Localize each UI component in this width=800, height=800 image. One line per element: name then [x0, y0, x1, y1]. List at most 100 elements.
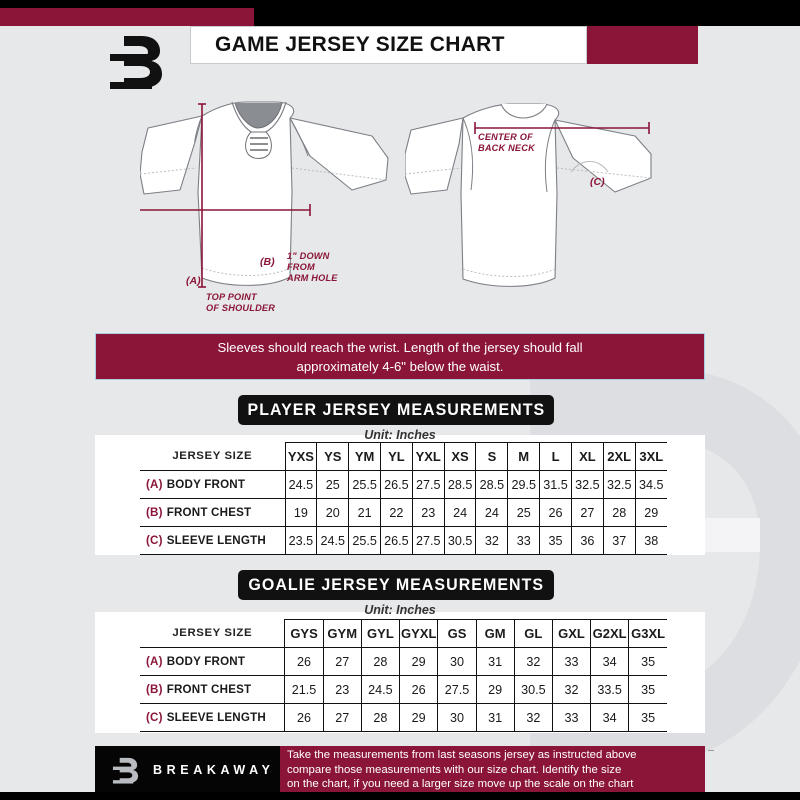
goalie-section-heading-text: GOALIE JERSEY MEASUREMENTS	[248, 575, 544, 594]
player-unit-label: Unit: Inches	[364, 428, 436, 442]
table-row: (B) FRONT CHEST 19 20 21 22 23 24 24 25 26 27 28 29	[140, 498, 667, 527]
size-column-header: YXS	[284, 442, 318, 471]
measure-tag-b: (B)	[260, 256, 275, 268]
table-row: (A) BODY FRONT 26 27 28 29 30 31 32 33 34 35	[140, 647, 667, 676]
measurement-cell: 26	[284, 703, 324, 732]
header-maroon-block	[586, 26, 698, 64]
measurement-cell: 30	[437, 703, 477, 732]
annotation-center-back-neck: CENTER OF BACK NECK	[478, 132, 535, 153]
size-column-header: S	[475, 442, 509, 471]
measure-tag-a: (A)	[186, 275, 201, 287]
size-column-header: GYXL	[398, 619, 439, 648]
measurement-cell: 25	[507, 498, 541, 527]
measurement-cell: 34	[590, 647, 630, 676]
measurement-cell: 31	[475, 647, 515, 676]
measurement-row-label: (A) BODY FRONT	[140, 470, 286, 499]
measurement-cell: 34	[590, 703, 630, 732]
breakaway-b-logo-icon	[112, 757, 139, 784]
jersey-back-diagram	[405, 103, 652, 287]
measurement-cell: 23	[411, 498, 445, 527]
measurement-tag: (B)	[146, 506, 163, 519]
measurement-tag: (B)	[146, 683, 163, 696]
size-column-header: GXL	[551, 619, 592, 648]
measurement-cell: 28.5	[443, 470, 477, 499]
measurement-cell: 26	[539, 498, 572, 527]
measurement-cell: 26	[398, 675, 439, 704]
size-column-header: YXL	[411, 442, 445, 471]
annotation-top-point-shoulder: TOP POINT OF SHOULDER	[206, 292, 276, 313]
measurement-cell: 24.5	[360, 675, 400, 704]
measurement-cell: 26	[284, 647, 324, 676]
measurement-cell: 28	[602, 498, 636, 527]
table-row: (B) FRONT CHEST 21.5 23 24.5 26 27.5 29 30.5 32 33…	[140, 675, 667, 704]
page-title: GAME JERSEY SIZE CHART	[215, 33, 505, 56]
measurement-cell: 29	[634, 498, 667, 527]
footer-instructions-text: Take the measurements from last seasons …	[287, 749, 637, 791]
size-label-header: JERSEY SIZE	[140, 442, 286, 471]
footer-brand-name: BREAKAWAY	[153, 763, 275, 777]
measurement-cell: 35	[628, 675, 667, 704]
size-column-header: GYS	[284, 619, 324, 648]
measurement-cell: 30.5	[513, 675, 553, 704]
measurement-cell: 24.5	[316, 526, 350, 555]
measurement-cell: 29	[398, 703, 439, 732]
measurement-cell: 27	[570, 498, 604, 527]
size-column-header: L	[539, 442, 572, 471]
measure-tag-c: (C)	[590, 176, 605, 188]
measurement-cell: 29.5	[507, 470, 541, 499]
size-column-header: GS	[437, 619, 477, 648]
fit-notice-band: Sleeves should reach the wrist. Length o…	[95, 333, 705, 380]
footer: BREAKAWAY Take the measurements from las…	[95, 746, 705, 792]
goalie-unit-label: Unit: Inches	[364, 603, 436, 617]
measurement-cell: 33.5	[590, 675, 630, 704]
measurement-cell: 19	[284, 498, 318, 527]
measurement-cell: 22	[380, 498, 413, 527]
size-column-header: YL	[380, 442, 413, 471]
table-row: (C) SLEEVE LENGTH 26 27 28 29 30 31 32 33 34 35	[140, 703, 667, 732]
footer-instructions: Take the measurements from last seasons …	[280, 746, 705, 792]
measurement-cell: 35	[628, 647, 667, 676]
player-measurements-table: JERSEY SIZE YXS YS YM YL YXL XS S M L XL 2XL 3XL (A)…	[140, 442, 667, 555]
measurement-cell: 30.5	[443, 526, 477, 555]
goalie-measurements-table: JERSEY SIZE GYS GYM GYL GYXL GS GM GL GXL G2XL G3X…	[140, 619, 667, 732]
size-column-header: G2XL	[590, 619, 630, 648]
measurement-cell: 33	[551, 703, 592, 732]
measurement-cell: 29	[398, 647, 439, 676]
measurement-row-label: (C) SLEEVE LENGTH	[140, 526, 286, 555]
measurement-cell: 32	[475, 526, 509, 555]
top-stripe-maroon	[0, 8, 254, 26]
top-stripe-black	[254, 8, 800, 26]
size-column-header: G3XL	[628, 619, 667, 648]
size-column-header: XS	[443, 442, 477, 471]
table-row: (C) SLEEVE LENGTH 23.5 24.5 25.5 26.5 27.5 30.5…	[140, 526, 667, 555]
measurement-row-label: (A) BODY FRONT	[140, 647, 286, 676]
measurement-cell: 33	[551, 647, 592, 676]
edge-tick-mark	[708, 750, 714, 751]
measurement-cell: 32	[551, 675, 592, 704]
jersey-diagrams: CENTER OF BACK NECK 1" DOWN FROM ARM HOL…	[0, 66, 800, 326]
measurement-cell: 36	[570, 526, 604, 555]
breakaway-b-logo-icon	[110, 36, 162, 89]
size-column-header: YM	[348, 442, 381, 471]
annotation-arm-hole: 1" DOWN FROM ARM HOLE	[287, 251, 338, 283]
table-header-row: JERSEY SIZE GYS GYM GYL GYXL GS GM GL GXL G2XL G3X…	[140, 619, 667, 648]
size-label-header: JERSEY SIZE	[140, 619, 286, 648]
measurement-cell: 27	[322, 703, 362, 732]
size-column-header: GL	[513, 619, 553, 648]
measurement-cell: 34.5	[634, 470, 667, 499]
measurement-cell: 37	[602, 526, 636, 555]
measurement-cell: 26.5	[380, 526, 413, 555]
measurement-cell: 32	[513, 703, 553, 732]
measurement-cell: 27.5	[411, 526, 445, 555]
jersey-front-diagram	[140, 101, 389, 288]
chart-sheet: GAME JERSEY SIZE CHART	[0, 8, 800, 792]
measurement-cell: 30	[437, 647, 477, 676]
measurement-cell: 24.5	[284, 470, 318, 499]
measurement-cell: 25.5	[348, 470, 381, 499]
footer-logo-block: BREAKAWAY	[95, 746, 280, 792]
table-row: (A) BODY FRONT 24.5 25 25.5 26.5 27.5 28.5 28.5 2…	[140, 470, 667, 499]
measurement-tag: (C)	[146, 534, 163, 547]
size-column-header: 2XL	[602, 442, 636, 471]
measurement-row-label: (B) FRONT CHEST	[140, 675, 286, 704]
